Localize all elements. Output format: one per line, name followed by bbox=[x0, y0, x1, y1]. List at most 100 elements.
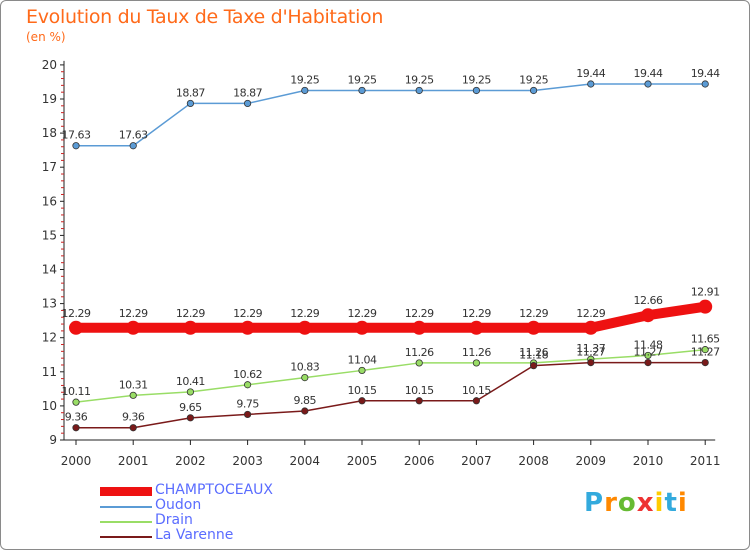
x-tick-label: 2001 bbox=[118, 454, 149, 468]
data-point-oudon bbox=[529, 86, 538, 95]
data-label-la-varenne: 10.15 bbox=[348, 384, 377, 397]
data-label-oudon: 19.44 bbox=[691, 67, 720, 80]
data-label-drain: 11.26 bbox=[462, 346, 491, 359]
x-tick-label: 2008 bbox=[518, 454, 549, 468]
legend-label: CHAMPTOCEAUX bbox=[155, 482, 274, 498]
data-label-champtoceaux: 12.66 bbox=[634, 294, 663, 307]
data-point-oudon bbox=[701, 80, 709, 88]
data-point-oudon bbox=[415, 86, 423, 95]
data-point-drain bbox=[701, 346, 709, 354]
data-label-champtoceaux: 12.29 bbox=[348, 307, 377, 320]
data-label-champtoceaux: 12.91 bbox=[691, 286, 720, 299]
data-point-la-varenne bbox=[186, 414, 194, 422]
data-point-oudon bbox=[186, 99, 194, 108]
data-point-champtoceaux bbox=[469, 320, 484, 335]
x-tick-label: 2009 bbox=[576, 454, 607, 468]
data-label-drain: 11.04 bbox=[348, 353, 377, 366]
data-point-oudon bbox=[644, 80, 652, 88]
data-point-drain bbox=[415, 359, 423, 367]
data-label-champtoceaux: 12.29 bbox=[576, 307, 605, 320]
data-point-drain bbox=[186, 388, 194, 396]
series-line-oudon bbox=[75, 83, 706, 147]
data-point-la-varenne bbox=[701, 358, 709, 367]
logo-letter: x bbox=[636, 488, 655, 518]
data-label-drain: 10.41 bbox=[176, 375, 205, 388]
data-point-drain bbox=[644, 351, 652, 360]
data-point-champtoceaux bbox=[69, 320, 83, 335]
proxiti-logo: Proxiti bbox=[584, 488, 688, 518]
data-label-la-varenne: 10.15 bbox=[462, 384, 491, 397]
y-tick-label: 12 bbox=[42, 331, 57, 345]
data-label-drain: 11.26 bbox=[405, 346, 434, 359]
y-tick-label: 13 bbox=[42, 297, 57, 311]
data-point-oudon bbox=[358, 86, 366, 95]
data-label-la-varenne: 11.27 bbox=[691, 346, 720, 359]
data-point-drain bbox=[472, 359, 480, 367]
data-point-oudon bbox=[72, 142, 80, 150]
data-label-oudon: 19.25 bbox=[519, 73, 548, 86]
data-label-la-varenne: 9.65 bbox=[179, 401, 202, 414]
logo-letter: o bbox=[617, 488, 637, 518]
data-label-drain: 11.65 bbox=[691, 333, 720, 346]
data-point-champtoceaux bbox=[240, 320, 255, 335]
legend-label: La Varenne bbox=[155, 527, 234, 543]
y-tick-label: 15 bbox=[42, 228, 57, 242]
x-tick-label: 2000 bbox=[61, 454, 92, 468]
data-point-champtoceaux bbox=[641, 308, 655, 323]
legend-swatch bbox=[100, 521, 152, 523]
data-point-la-varenne bbox=[244, 410, 252, 419]
data-point-drain bbox=[301, 373, 309, 382]
data-point-drain bbox=[72, 398, 80, 406]
series-line-la-varenne bbox=[75, 361, 706, 429]
data-point-champtoceaux bbox=[412, 320, 427, 335]
y-tick-label: 9 bbox=[49, 433, 57, 447]
data-point-champtoceaux bbox=[355, 320, 369, 335]
data-point-la-varenne bbox=[358, 397, 366, 405]
data-label-champtoceaux: 12.29 bbox=[233, 307, 262, 320]
data-label-la-varenne: 9.85 bbox=[294, 394, 317, 407]
data-point-champtoceaux bbox=[583, 320, 598, 335]
y-tick-label: 17 bbox=[42, 160, 57, 174]
data-point-la-varenne bbox=[587, 358, 595, 367]
data-label-drain: 10.62 bbox=[233, 368, 262, 381]
y-tick-label: 10 bbox=[42, 399, 57, 413]
data-label-champtoceaux: 12.29 bbox=[62, 307, 91, 320]
data-label-la-varenne: 9.75 bbox=[236, 397, 259, 410]
logo-letter: i bbox=[654, 488, 665, 518]
data-label-la-varenne: 9.36 bbox=[122, 411, 145, 424]
data-label-la-varenne: 11.18 bbox=[519, 349, 548, 362]
data-label-champtoceaux: 12.29 bbox=[519, 307, 548, 320]
data-label-champtoceaux: 12.29 bbox=[290, 307, 319, 320]
data-point-champtoceaux bbox=[297, 320, 312, 335]
data-point-la-varenne bbox=[415, 397, 423, 405]
data-label-drain: 10.31 bbox=[119, 378, 148, 391]
data-label-oudon: 17.63 bbox=[119, 129, 148, 142]
series-line-drain bbox=[75, 348, 706, 403]
data-point-oudon bbox=[301, 86, 309, 95]
data-point-la-varenne bbox=[529, 362, 538, 370]
data-label-drain: 11.48 bbox=[634, 338, 663, 351]
data-label-champtoceaux: 12.29 bbox=[176, 307, 205, 320]
y-tick-label: 18 bbox=[42, 126, 57, 140]
data-label-drain: 10.83 bbox=[290, 361, 319, 374]
data-label-drain: 11.37 bbox=[576, 342, 605, 355]
data-point-la-varenne bbox=[129, 424, 137, 432]
chart-title: Evolution du Taux de Taxe d'Habitation bbox=[26, 6, 384, 28]
data-label-oudon: 18.87 bbox=[176, 86, 205, 99]
data-point-champtoceaux bbox=[698, 299, 713, 314]
data-point-drain bbox=[358, 366, 366, 375]
y-tick-label: 20 bbox=[42, 58, 57, 72]
data-label-oudon: 18.87 bbox=[233, 86, 262, 99]
logo-letter: r bbox=[604, 488, 618, 518]
x-tick-label: 2006 bbox=[404, 454, 435, 468]
data-point-drain bbox=[244, 381, 252, 389]
data-label-oudon: 19.25 bbox=[405, 73, 434, 86]
data-point-champtoceaux bbox=[183, 320, 198, 335]
data-label-la-varenne: 10.15 bbox=[405, 384, 434, 397]
data-label-la-varenne: 9.36 bbox=[65, 411, 88, 424]
data-point-champtoceaux bbox=[526, 320, 541, 335]
data-label-champtoceaux: 12.29 bbox=[119, 307, 148, 320]
data-label-champtoceaux: 12.29 bbox=[405, 307, 434, 320]
